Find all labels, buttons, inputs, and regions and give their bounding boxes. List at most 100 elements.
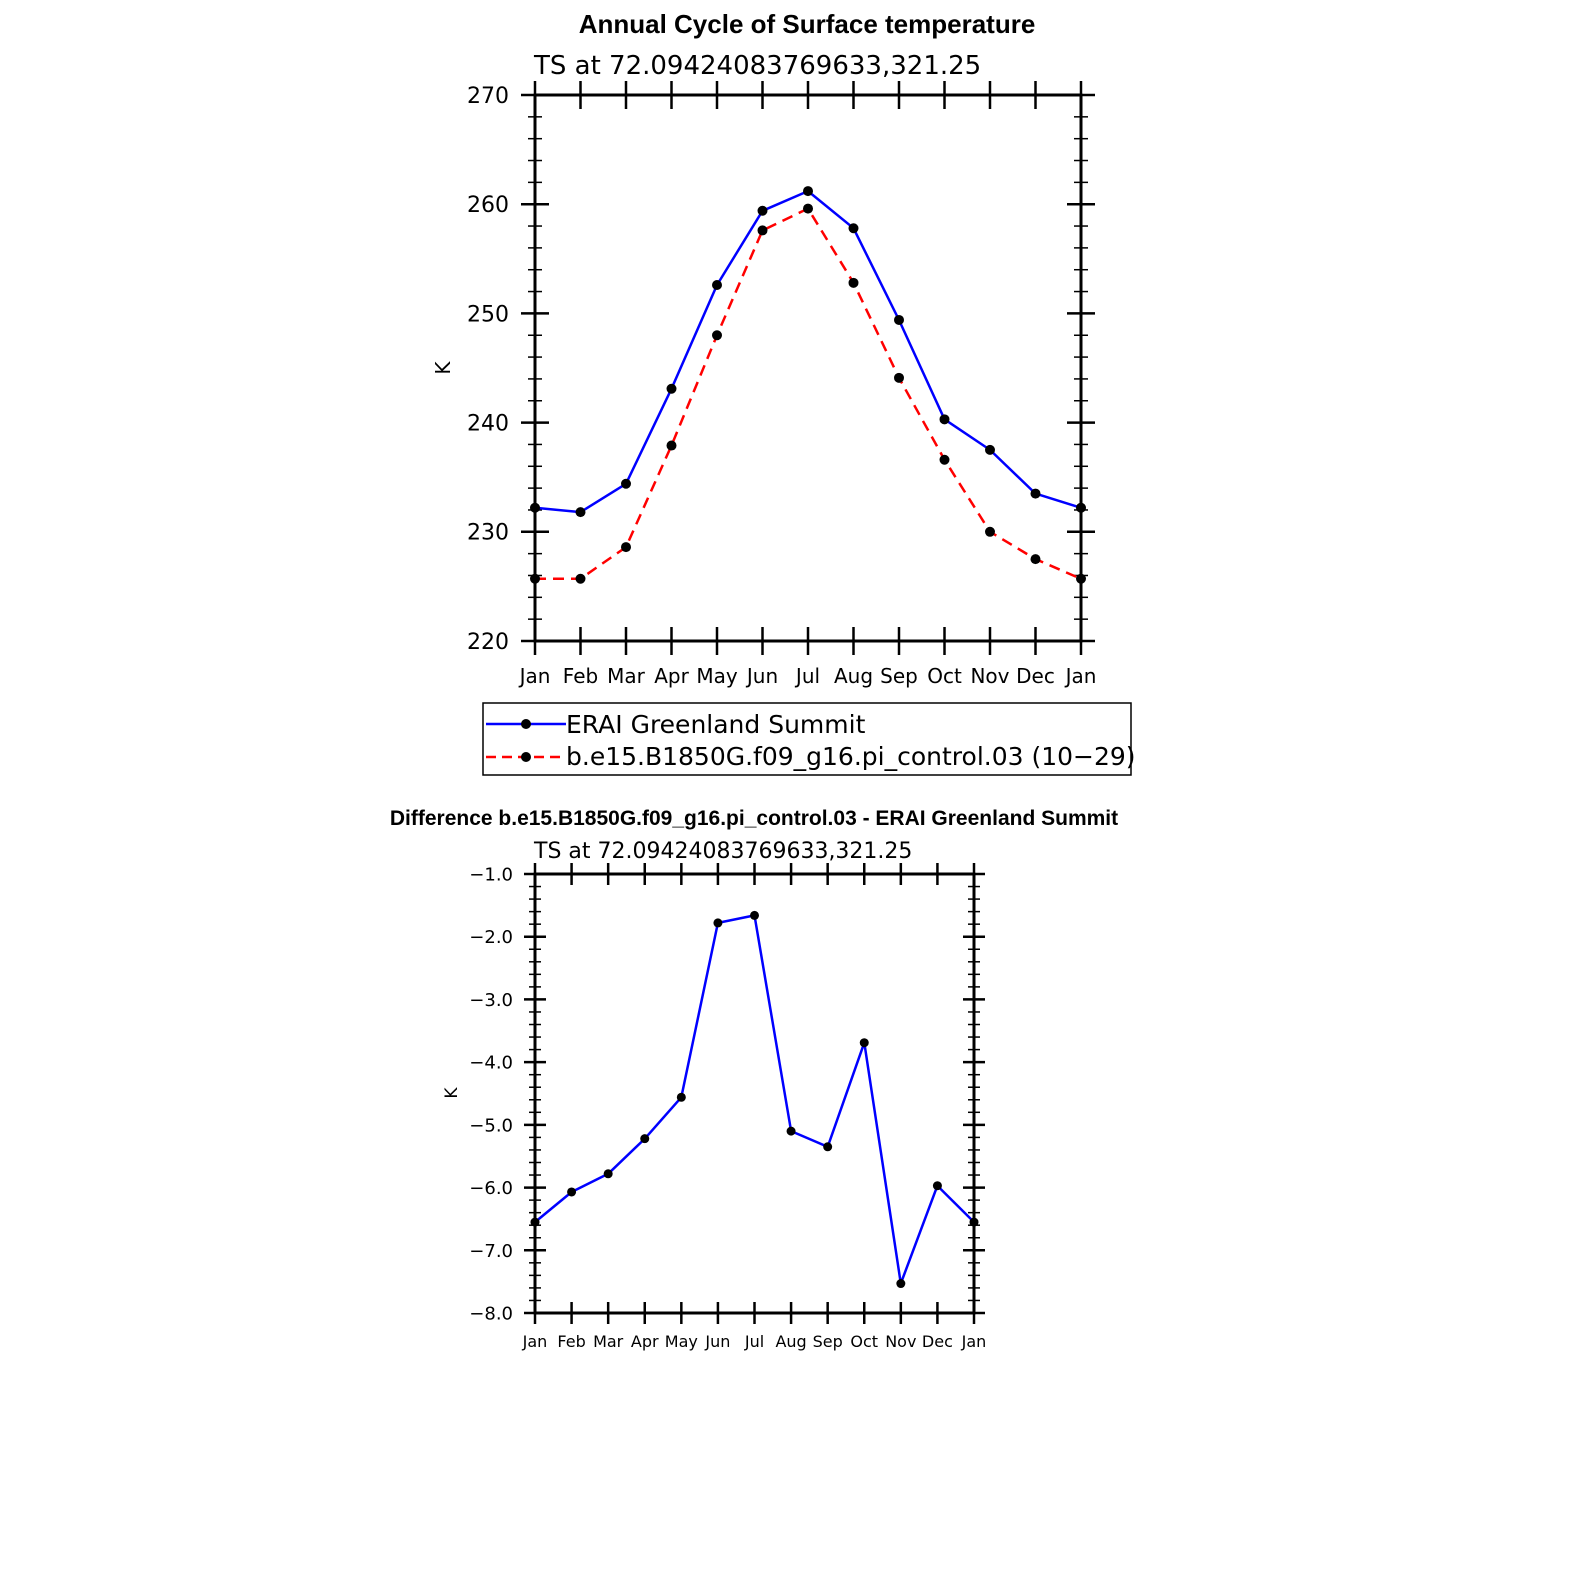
annual-cycle-chart: Annual Cycle of Surface temperature TS a…	[431, 9, 1136, 776]
data-point-0	[859, 1038, 869, 1048]
series-layer	[530, 910, 979, 1289]
y-tick-label: −3.0	[469, 990, 513, 1011]
x-tick-label: Mar	[593, 1332, 624, 1351]
data-point-0	[969, 1217, 979, 1227]
y-tick-label: 260	[467, 193, 509, 218]
data-point-0	[985, 444, 995, 455]
data-point-0	[757, 205, 768, 216]
series-line-1	[535, 207, 1082, 581]
data-point-0	[712, 280, 722, 291]
x-tick-label: Nov	[970, 664, 1009, 688]
x-tick-label: Aug	[834, 664, 873, 688]
x-tick-label: Oct	[850, 1332, 878, 1351]
y-tick-label: −4.0	[469, 1053, 513, 1074]
data-point-0	[621, 478, 631, 489]
data-point-1	[712, 330, 722, 341]
data-point-0	[894, 314, 904, 325]
y-axis-label: K	[442, 1087, 462, 1099]
x-tick-label: Aug	[775, 1332, 806, 1351]
data-point-0	[603, 1169, 613, 1179]
axis-ticks: Jan Feb Mar Apr May Jun Jul Aug Sep Oct Nov Dec Jan 2…	[467, 81, 1096, 688]
data-point-0	[640, 1134, 650, 1144]
difference-chart: Difference b.e15.B1850G.f09_g16.pi_contr…	[390, 807, 1118, 1351]
plot-frame	[533, 872, 976, 1315]
data-point-0	[1030, 488, 1041, 499]
data-point-1	[575, 573, 586, 584]
data-point-0	[750, 910, 759, 920]
x-tick-label: Dec	[922, 1332, 953, 1351]
data-point-1	[530, 573, 540, 584]
x-tick-label: Sep	[880, 664, 918, 688]
data-point-0	[939, 414, 950, 425]
x-tick-label: Jan	[961, 1332, 987, 1351]
y-tick-label: −7.0	[469, 1241, 513, 1262]
plot-frame	[533, 93, 1083, 643]
data-point-0	[896, 1279, 906, 1289]
y-tick-label: −6.0	[469, 1178, 513, 1199]
x-tick-label: Jun	[745, 664, 778, 688]
data-point-0	[575, 507, 586, 518]
x-tick-label: Apr	[654, 664, 689, 688]
data-point-0	[786, 1126, 796, 1136]
data-point-1	[1076, 573, 1086, 584]
x-tick-label: Apr	[631, 1332, 659, 1351]
y-tick-label: −1.0	[469, 864, 513, 885]
legend: ERAI Greenland Summit b.e15.B1850G.f09_g…	[482, 702, 1136, 776]
data-point-0	[530, 1217, 540, 1227]
data-point-0	[713, 918, 723, 928]
data-point-1	[803, 203, 813, 214]
legend-box	[482, 702, 1132, 776]
x-tick-label: Jul	[794, 664, 820, 688]
data-point-0	[567, 1187, 577, 1197]
data-point-1	[621, 542, 631, 553]
chart-subtitle: TS at 72.09424083769633,321.25	[533, 839, 912, 864]
x-tick-label: May	[665, 1332, 698, 1351]
y-tick-label: −5.0	[469, 1115, 513, 1136]
x-tick-label: Jan	[522, 1332, 548, 1351]
data-point-1	[894, 372, 904, 383]
y-axis-label: K	[431, 361, 455, 375]
legend-entry-model: b.e15.B1850G.f09_g16.pi_control.03 (10−2…	[486, 742, 1136, 771]
legend-entry-erai: ERAI Greenland Summit	[486, 710, 866, 739]
axis-ticks: Jan Feb Mar Apr May Jun Jul Aug Sep Oct Nov Dec Jan−…	[469, 863, 986, 1351]
y-tick-label: −2.0	[469, 927, 513, 948]
x-tick-label: Jul	[744, 1332, 764, 1351]
chart-title: Annual Cycle of Surface temperature	[579, 9, 1036, 39]
chart-title: Difference b.e15.B1850G.f09_g16.pi_contr…	[390, 807, 1118, 830]
legend-marker-model	[521, 752, 531, 762]
x-tick-label: Dec	[1016, 664, 1055, 688]
data-point-1	[939, 454, 950, 465]
data-point-0	[530, 502, 540, 513]
y-tick-label: 220	[467, 630, 509, 655]
x-tick-label: Nov	[885, 1332, 916, 1351]
x-tick-label: May	[696, 664, 738, 688]
x-tick-label: Feb	[563, 664, 598, 688]
series-line-0	[534, 914, 975, 1285]
data-point-0	[803, 186, 813, 197]
y-tick-label: 250	[467, 302, 509, 327]
data-point-0	[932, 1181, 942, 1191]
x-tick-label: Jan	[518, 664, 551, 688]
data-point-1	[666, 440, 677, 451]
data-point-0	[823, 1142, 833, 1152]
data-point-1	[757, 225, 768, 236]
legend-marker-erai	[521, 719, 531, 729]
legend-label-erai: ERAI Greenland Summit	[566, 710, 866, 739]
data-point-0	[666, 383, 677, 394]
data-point-1	[985, 526, 995, 537]
data-point-0	[1076, 502, 1086, 513]
x-tick-label: Mar	[607, 664, 646, 688]
y-tick-label: 240	[467, 412, 509, 437]
y-tick-label: 230	[467, 521, 509, 546]
data-point-1	[848, 277, 859, 288]
x-tick-label: Jun	[704, 1332, 730, 1351]
data-point-1	[1030, 554, 1041, 565]
x-tick-label: Oct	[927, 664, 962, 688]
data-point-0	[676, 1092, 686, 1102]
chart-subtitle: TS at 72.09424083769633,321.25	[533, 51, 981, 81]
x-tick-label: Jan	[1064, 664, 1097, 688]
series-line-0	[534, 189, 1082, 514]
data-point-0	[848, 223, 859, 234]
legend-label-model: b.e15.B1850G.f09_g16.pi_control.03 (10−2…	[566, 742, 1136, 771]
